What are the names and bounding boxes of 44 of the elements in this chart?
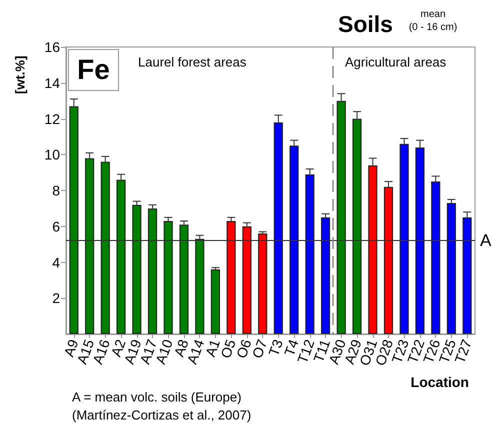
chart-subtitle: mean (0 - 16 cm)	[408, 9, 458, 33]
bar	[226, 220, 236, 334]
y-tick-label: 16	[44, 39, 60, 55]
bar	[116, 180, 126, 334]
bar	[100, 162, 110, 334]
bar	[85, 158, 94, 334]
bar	[164, 220, 173, 334]
bar	[258, 234, 268, 334]
y-tick-label: 2	[52, 290, 60, 306]
y-tick-label: 6	[52, 218, 60, 234]
bar	[415, 147, 425, 334]
y-tick-label: 12	[44, 110, 60, 127]
ref-line-label: A	[480, 231, 492, 250]
bar	[195, 238, 204, 334]
bar	[242, 226, 252, 334]
text: (Martínez-Cortizas et al., 2007)	[72, 408, 252, 422]
annotation: Laurel forest areas	[138, 54, 247, 70]
y-tick-label: 8	[52, 182, 60, 198]
bar	[462, 217, 472, 334]
bar	[210, 269, 220, 334]
y-axis-title: [wt.%]	[12, 56, 28, 94]
text: A = mean volc. soils (Europe)	[72, 390, 242, 404]
bar	[320, 217, 330, 334]
bar	[132, 204, 142, 334]
bar	[179, 224, 189, 334]
chart-title: Soils	[338, 11, 393, 37]
annotation: Fe	[68, 49, 119, 91]
bar	[336, 100, 346, 334]
bar	[431, 182, 440, 334]
bar	[384, 186, 394, 334]
bar	[274, 122, 283, 334]
x-axis-title: Location	[410, 374, 469, 390]
bar	[290, 146, 299, 334]
y-tick-label: 14	[44, 74, 60, 91]
bar	[148, 208, 158, 334]
bar	[400, 144, 409, 334]
bar	[446, 203, 456, 334]
bar	[305, 174, 314, 334]
annotation: Agricultural areas	[345, 54, 447, 70]
y-tick-label: 10	[44, 146, 60, 163]
y-tick-label: 4	[52, 254, 60, 270]
bar	[352, 118, 362, 334]
bar	[368, 165, 378, 334]
bar	[69, 106, 78, 334]
